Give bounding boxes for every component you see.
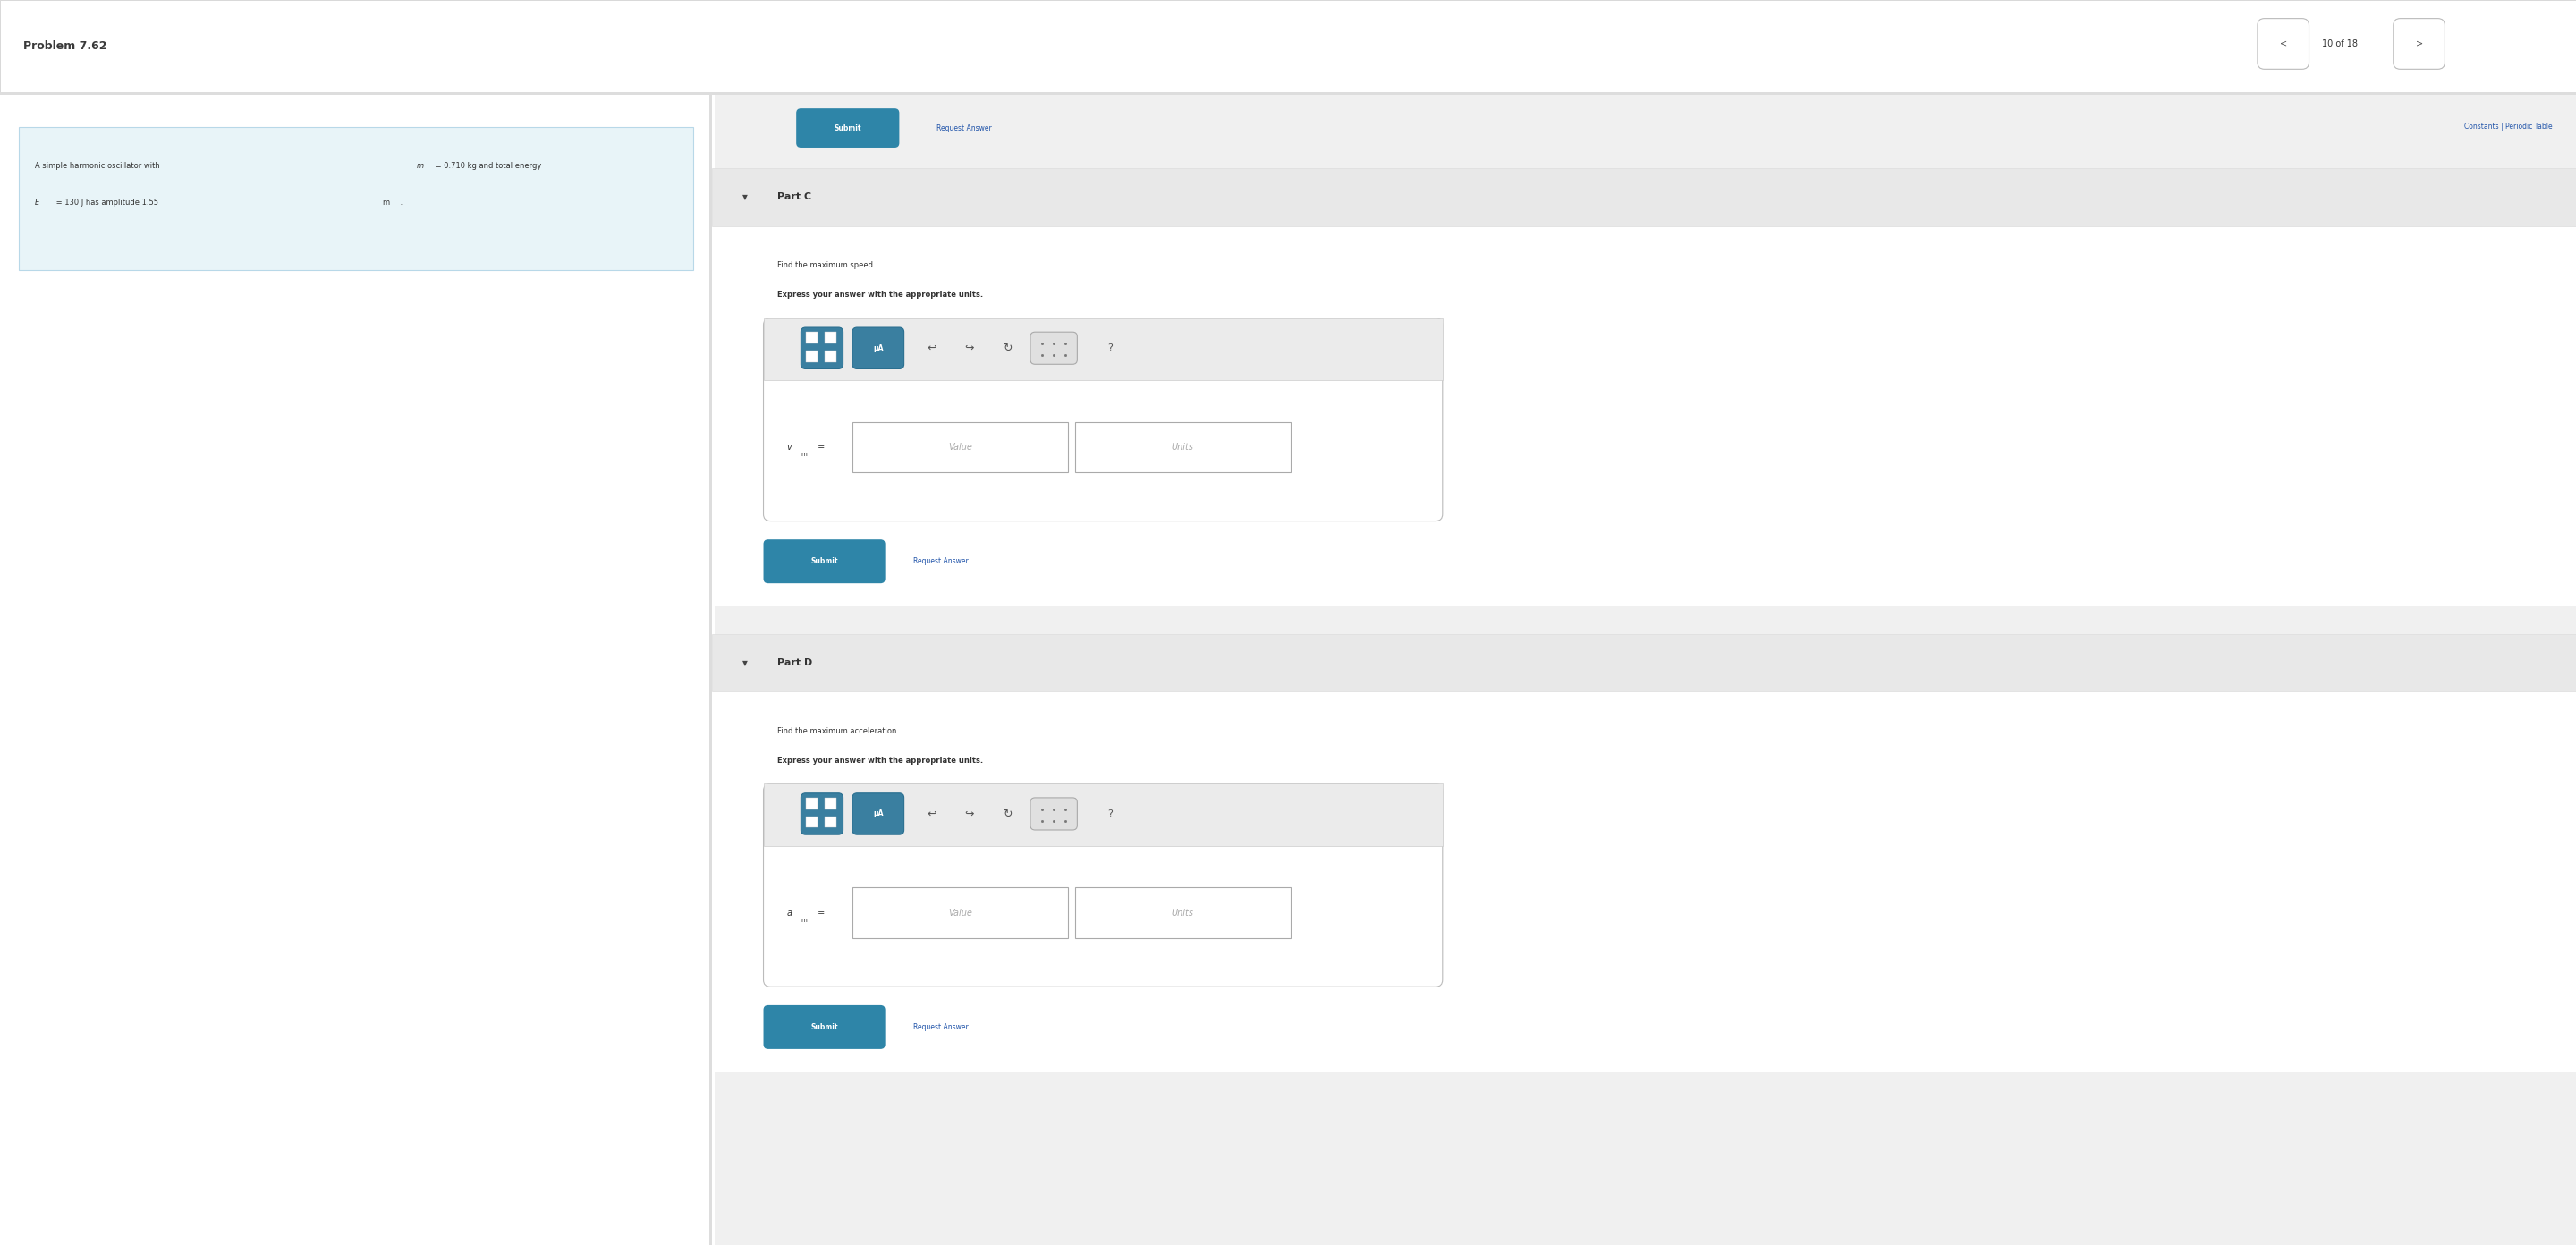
Text: v: v [786, 443, 791, 452]
Text: >: > [2416, 40, 2424, 49]
FancyBboxPatch shape [762, 1005, 886, 1050]
Text: Part C: Part C [778, 193, 811, 202]
FancyBboxPatch shape [18, 127, 693, 270]
Text: a: a [786, 909, 793, 918]
FancyBboxPatch shape [853, 327, 904, 369]
Text: ▼: ▼ [742, 659, 747, 667]
Text: ↩: ↩ [927, 342, 938, 354]
FancyBboxPatch shape [853, 422, 1069, 473]
Text: 10 of 18: 10 of 18 [2321, 40, 2357, 49]
FancyBboxPatch shape [824, 350, 837, 362]
Text: Request Answer: Request Answer [938, 125, 992, 132]
Text: Value: Value [948, 909, 971, 918]
Text: m: m [381, 199, 389, 207]
Text: ↻: ↻ [1002, 342, 1012, 354]
Text: =: = [814, 443, 824, 452]
FancyBboxPatch shape [711, 168, 2576, 225]
Text: Part D: Part D [778, 659, 811, 667]
FancyBboxPatch shape [711, 225, 2576, 606]
Text: Submit: Submit [811, 1023, 837, 1031]
Text: Request Answer: Request Answer [914, 1023, 969, 1031]
FancyBboxPatch shape [762, 319, 1443, 381]
Text: Request Answer: Request Answer [914, 558, 969, 565]
FancyBboxPatch shape [801, 327, 842, 369]
FancyBboxPatch shape [711, 692, 2576, 1072]
FancyBboxPatch shape [824, 332, 837, 344]
Text: ▼: ▼ [742, 193, 747, 202]
Text: ↻: ↻ [1002, 808, 1012, 819]
FancyBboxPatch shape [824, 817, 837, 828]
Text: ?: ? [1108, 809, 1113, 818]
Text: <: < [2280, 40, 2287, 49]
Text: Units: Units [1172, 443, 1193, 452]
Text: Submit: Submit [811, 558, 837, 565]
FancyBboxPatch shape [0, 92, 2576, 95]
FancyBboxPatch shape [796, 108, 899, 148]
FancyBboxPatch shape [806, 817, 817, 828]
Text: m: m [801, 452, 806, 457]
FancyBboxPatch shape [806, 798, 817, 809]
Text: μA: μA [873, 809, 884, 818]
Text: = 130 J has amplitude 1.55: = 130 J has amplitude 1.55 [54, 199, 160, 207]
Text: μA: μA [873, 344, 884, 352]
Text: ↪: ↪ [966, 342, 974, 354]
Text: ↪: ↪ [966, 808, 974, 819]
Text: Units: Units [1172, 909, 1193, 918]
FancyBboxPatch shape [762, 539, 886, 584]
Text: ↩: ↩ [927, 808, 938, 819]
Text: Find the maximum acceleration.: Find the maximum acceleration. [778, 727, 899, 735]
FancyBboxPatch shape [762, 784, 1443, 987]
FancyBboxPatch shape [853, 793, 904, 834]
FancyBboxPatch shape [806, 350, 817, 362]
Text: Constants | Periodic Table: Constants | Periodic Table [2465, 123, 2553, 131]
Text: m: m [417, 162, 425, 171]
Text: Problem 7.62: Problem 7.62 [23, 40, 108, 52]
FancyBboxPatch shape [762, 784, 1443, 847]
Text: E: E [36, 199, 39, 207]
Text: .: . [399, 199, 402, 207]
FancyBboxPatch shape [806, 332, 817, 344]
Text: m: m [801, 918, 806, 923]
Text: Express your answer with the appropriate units.: Express your answer with the appropriate… [778, 757, 984, 764]
FancyBboxPatch shape [711, 634, 2576, 692]
Text: Find the maximum speed.: Find the maximum speed. [778, 261, 876, 269]
FancyBboxPatch shape [1030, 332, 1077, 365]
FancyBboxPatch shape [2393, 19, 2445, 70]
FancyBboxPatch shape [2257, 19, 2308, 70]
FancyBboxPatch shape [853, 888, 1069, 939]
FancyBboxPatch shape [1074, 422, 1291, 473]
Text: = 0.710 kg and total energy: = 0.710 kg and total energy [433, 162, 541, 171]
FancyBboxPatch shape [762, 319, 1443, 522]
FancyBboxPatch shape [0, 95, 714, 1245]
Text: Submit: Submit [835, 125, 860, 132]
Text: ?: ? [1108, 344, 1113, 352]
FancyBboxPatch shape [0, 0, 2576, 92]
Text: =: = [814, 909, 824, 918]
FancyBboxPatch shape [1030, 798, 1077, 830]
Text: A simple harmonic oscillator with: A simple harmonic oscillator with [36, 162, 162, 171]
FancyBboxPatch shape [1074, 888, 1291, 939]
FancyBboxPatch shape [824, 798, 837, 809]
FancyBboxPatch shape [801, 793, 842, 834]
Text: Express your answer with the appropriate units.: Express your answer with the appropriate… [778, 291, 984, 299]
Text: Value: Value [948, 443, 971, 452]
